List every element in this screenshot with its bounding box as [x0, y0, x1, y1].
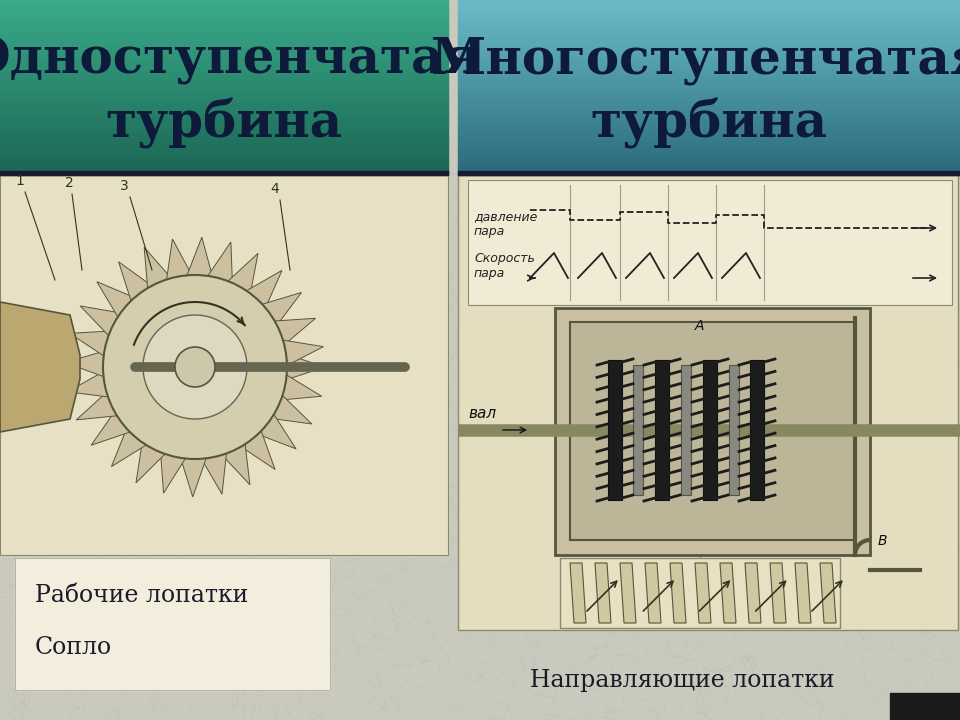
- Text: Направляющие лопатки: Направляющие лопатки: [530, 668, 834, 691]
- Polygon shape: [286, 354, 325, 380]
- Polygon shape: [720, 563, 736, 623]
- Bar: [15, 558, 330, 690]
- Text: вал: вал: [468, 406, 496, 421]
- Text: 2: 2: [65, 176, 74, 190]
- Bar: [560, 558, 840, 628]
- Circle shape: [175, 347, 215, 387]
- Polygon shape: [281, 375, 322, 400]
- Bar: [729, 365, 739, 495]
- Polygon shape: [160, 452, 185, 493]
- Polygon shape: [91, 412, 130, 445]
- Bar: [633, 365, 643, 495]
- Polygon shape: [187, 237, 212, 276]
- Bar: [0, 175, 448, 555]
- Polygon shape: [241, 431, 275, 469]
- Polygon shape: [262, 292, 301, 325]
- Bar: [703, 360, 717, 500]
- Text: Рабочие лопатки: Рабочие лопатки: [35, 585, 249, 608]
- Polygon shape: [770, 563, 786, 623]
- Polygon shape: [670, 563, 686, 623]
- Bar: [655, 360, 669, 500]
- Bar: [681, 365, 691, 495]
- Polygon shape: [695, 563, 711, 623]
- Polygon shape: [795, 563, 811, 623]
- Polygon shape: [595, 563, 611, 623]
- Text: Скорость
пара: Скорость пара: [474, 252, 535, 280]
- Polygon shape: [67, 372, 108, 397]
- Text: 4: 4: [270, 182, 278, 196]
- Polygon shape: [180, 458, 206, 497]
- Bar: [570, 322, 855, 540]
- Polygon shape: [111, 428, 146, 467]
- Bar: [608, 360, 622, 500]
- Polygon shape: [167, 239, 192, 279]
- Polygon shape: [69, 331, 110, 356]
- Polygon shape: [202, 454, 227, 494]
- Text: B: B: [878, 534, 887, 548]
- Polygon shape: [65, 351, 105, 377]
- Polygon shape: [222, 444, 250, 485]
- Polygon shape: [620, 563, 636, 623]
- Polygon shape: [745, 563, 761, 623]
- Bar: [750, 360, 764, 500]
- Polygon shape: [81, 306, 121, 336]
- Polygon shape: [275, 318, 316, 345]
- Polygon shape: [207, 242, 232, 283]
- Bar: [555, 308, 870, 555]
- Bar: [458, 175, 958, 630]
- Text: Многоступенчатая
турбина: Многоступенчатая турбина: [431, 35, 960, 150]
- Bar: [468, 180, 952, 305]
- Polygon shape: [97, 282, 134, 317]
- Polygon shape: [257, 415, 296, 449]
- Polygon shape: [136, 442, 165, 483]
- Polygon shape: [820, 563, 836, 623]
- Text: давление
пара: давление пара: [474, 210, 538, 238]
- Polygon shape: [272, 395, 312, 424]
- Text: Одноступенчатая
турбина: Одноступенчатая турбина: [0, 35, 481, 150]
- Polygon shape: [247, 271, 282, 308]
- Circle shape: [143, 315, 247, 419]
- Text: A: A: [695, 319, 705, 333]
- Text: 1: 1: [15, 174, 24, 188]
- Polygon shape: [570, 563, 586, 623]
- Polygon shape: [76, 392, 117, 420]
- Polygon shape: [119, 262, 152, 301]
- Text: Сопло: Сопло: [35, 636, 112, 660]
- Polygon shape: [228, 253, 258, 294]
- Text: 3: 3: [120, 179, 129, 193]
- Polygon shape: [283, 340, 324, 365]
- Polygon shape: [144, 248, 171, 288]
- Polygon shape: [645, 563, 661, 623]
- Circle shape: [103, 275, 287, 459]
- Polygon shape: [0, 302, 80, 432]
